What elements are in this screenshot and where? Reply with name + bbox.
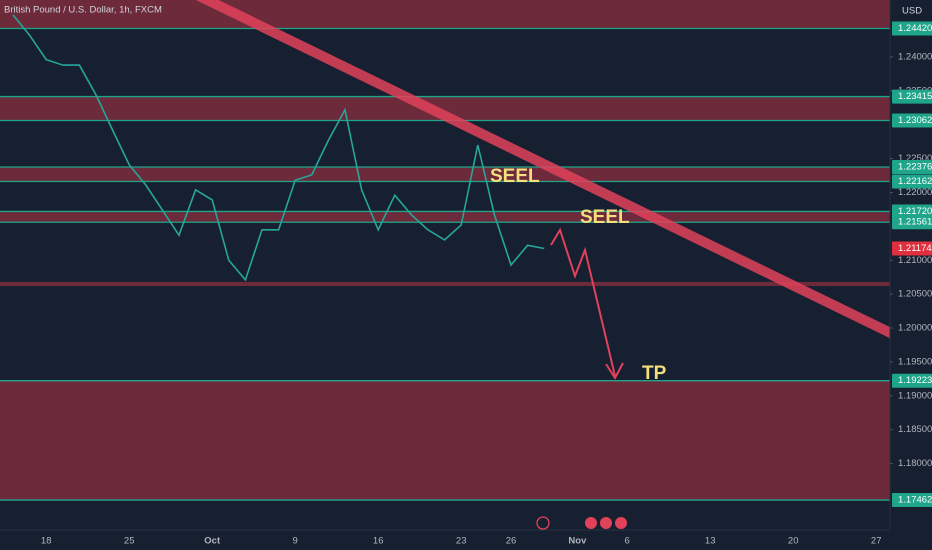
plot	[12, 14, 545, 282]
currency: USD	[902, 6, 922, 17]
trend-line	[195, 0, 908, 345]
icon[interactable]	[615, 517, 627, 529]
chart-title: British Pound / U.S. Dollar, 1h, FXCM	[4, 5, 162, 16]
y-tick-label: 1.20000	[898, 323, 932, 334]
level-label: 1.22376	[898, 162, 932, 173]
level-label-box	[892, 373, 932, 388]
y-tick-label: 1.24000	[898, 51, 932, 62]
x-tick-label: Oct	[204, 536, 221, 547]
x-tick-label: 23	[456, 536, 467, 547]
level-label: 1.17462	[898, 495, 932, 506]
projection-arrow	[550, 227, 616, 377]
level-label-box	[892, 89, 932, 104]
x-tick-label: Nov	[568, 536, 587, 547]
icon[interactable]	[536, 516, 550, 530]
x-tick-label: 26	[506, 536, 517, 547]
y-tick-label: 1.20500	[898, 289, 932, 300]
x-tick-label: 20	[788, 536, 799, 547]
y-tick-label: 1.21000	[898, 255, 932, 266]
level-label-box	[892, 493, 932, 508]
level-label: 1.24420	[898, 23, 932, 34]
level-label-box	[892, 204, 932, 219]
last-price-label: 1.21174	[898, 243, 932, 254]
x-tick-label: 13	[705, 536, 716, 547]
level-label: 1.23062	[898, 115, 932, 126]
y-tick-label: 1.22500	[898, 153, 932, 164]
icon[interactable]	[600, 517, 612, 529]
level-label: 1.21561	[898, 217, 932, 228]
x-tick-label: 27	[871, 536, 882, 547]
y-tick-label: 1.19500	[898, 356, 932, 367]
zone	[0, 281, 890, 287]
zone	[0, 96, 890, 121]
level-label: 1.19223	[898, 375, 932, 386]
x-tick-label: 9	[293, 536, 298, 547]
level-label: 1.21720	[898, 206, 932, 217]
level-label-box	[892, 174, 932, 189]
zones	[0, 0, 890, 501]
zone	[0, 380, 890, 501]
last-price-box	[892, 241, 932, 256]
x-tick-label: 16	[373, 536, 384, 547]
annotation: SEEL	[580, 207, 630, 228]
icon[interactable]	[585, 517, 597, 529]
y-tick-label: 1.18000	[898, 458, 932, 469]
level-label-box	[892, 215, 932, 230]
y-tick-label: 1.18500	[898, 424, 932, 435]
level-label-box	[892, 159, 932, 174]
y-tick-label: 1.19000	[898, 390, 932, 401]
y-tick-label: 1.22000	[898, 187, 932, 198]
toolbar-icons[interactable]	[536, 516, 627, 530]
x-tick-label: 18	[41, 536, 52, 547]
annotation: TP	[642, 363, 667, 384]
level-label-box	[892, 113, 932, 128]
level-label-box	[892, 21, 932, 36]
zone	[0, 166, 890, 182]
arrow-head	[605, 362, 624, 380]
price-line	[12, 14, 545, 282]
zone	[0, 211, 890, 223]
x-tick-label: 25	[124, 536, 135, 547]
annotation: SEEL	[490, 166, 540, 187]
level-label: 1.23415	[898, 91, 932, 102]
level-label: 1.22162	[898, 176, 932, 187]
zone	[0, 0, 890, 29]
x-tick-label: 6	[625, 536, 630, 547]
